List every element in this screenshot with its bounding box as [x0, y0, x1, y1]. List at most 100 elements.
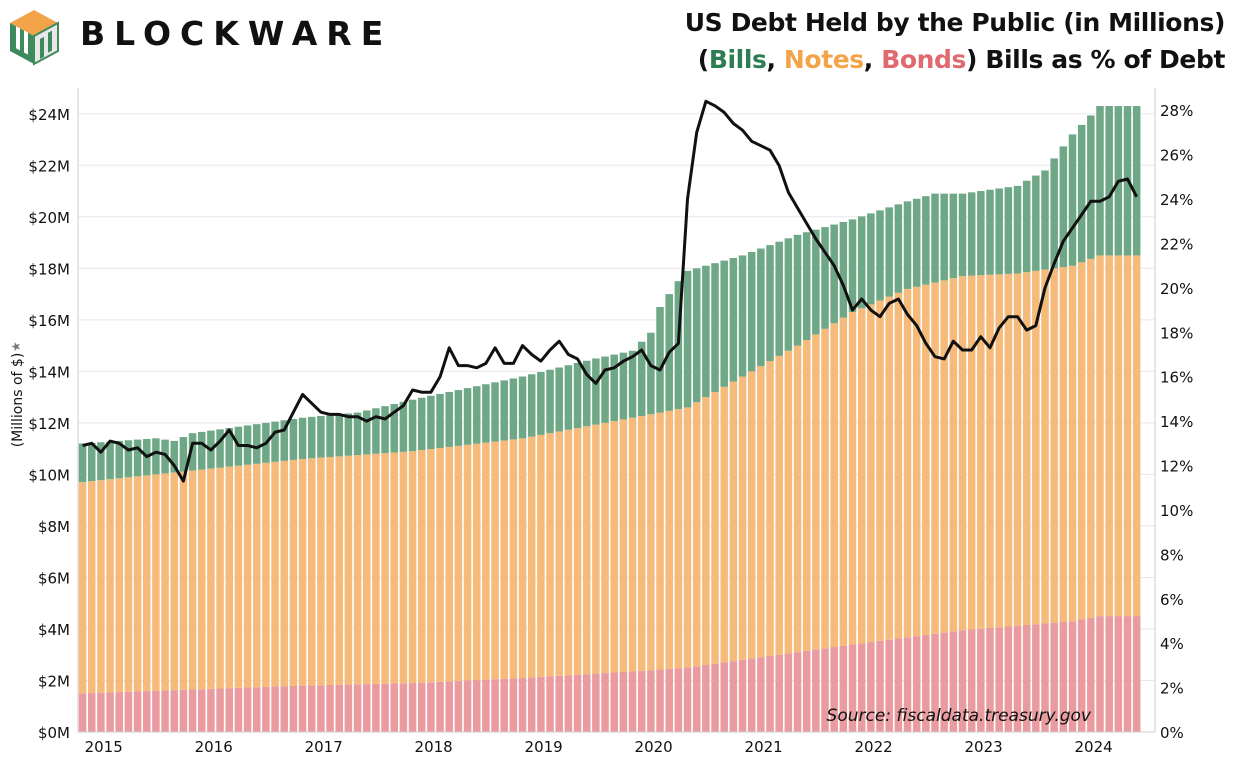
bar-bills — [582, 360, 591, 427]
bar-bills — [97, 442, 105, 481]
bar-bonds — [491, 679, 499, 732]
bar-notes — [995, 274, 1003, 628]
bar-bills — [784, 238, 793, 351]
bar-bonds — [848, 644, 857, 732]
bar-notes — [601, 422, 609, 674]
bar-bills — [537, 372, 545, 435]
bar-bills — [500, 380, 508, 441]
bar-notes — [1096, 255, 1104, 617]
bar-bonds — [637, 670, 646, 732]
bar-notes — [940, 280, 948, 633]
bar-notes — [592, 424, 600, 674]
y2-tick-label: 4% — [1160, 635, 1184, 653]
chart-subtitle: (Bills, Notes, Bonds) Bills as % of Debt — [698, 45, 1226, 74]
bar-bonds — [142, 691, 151, 732]
bar-bonds — [197, 689, 206, 732]
bar-notes — [445, 446, 453, 682]
bar-bonds — [757, 657, 765, 732]
bar-notes — [335, 456, 343, 685]
bar-notes — [124, 477, 133, 692]
bar-bonds — [793, 652, 802, 732]
bar-bonds — [78, 693, 87, 732]
bar-bills — [922, 196, 930, 285]
bar-notes — [821, 328, 829, 649]
bills-pct-line — [82, 99, 1139, 483]
bar-bonds — [986, 627, 994, 732]
bar-bonds — [940, 632, 948, 732]
pin-icon: ★ — [9, 341, 23, 352]
bar-notes — [848, 312, 857, 645]
bar-bills — [977, 191, 985, 276]
chart-title: US Debt Held by the Public (in Millions) — [684, 8, 1226, 37]
bar-notes — [720, 386, 728, 663]
y2-tick-label: 22% — [1160, 235, 1193, 253]
bar-bills — [188, 433, 197, 471]
bar-bonds — [729, 661, 738, 732]
bar-bonds — [500, 678, 508, 732]
bar-bonds — [427, 682, 435, 732]
bar-bonds — [179, 689, 188, 732]
bar-bills — [408, 399, 417, 452]
bar-notes — [1077, 262, 1086, 620]
y-tick-label: $10M — [28, 466, 70, 484]
bar-bills — [958, 193, 967, 277]
bar-notes — [152, 474, 160, 691]
bar-bills — [509, 378, 518, 440]
x-tick-label: 2016 — [195, 738, 233, 756]
bar-bonds — [1068, 621, 1077, 732]
bar-bonds — [692, 666, 701, 732]
bar-notes — [546, 433, 554, 677]
bar-bonds — [747, 658, 756, 732]
bar-bonds — [857, 643, 866, 732]
bar-notes — [876, 300, 884, 641]
bar-bonds — [216, 688, 224, 732]
bar-notes — [252, 463, 261, 688]
bar-bonds — [482, 679, 490, 732]
bar-bonds — [381, 683, 389, 732]
bar-bonds — [271, 686, 279, 732]
bar-notes — [1004, 273, 1013, 627]
bar-bills — [729, 258, 738, 382]
bar-notes — [656, 412, 664, 670]
bar-notes — [362, 454, 371, 685]
bar-bills — [362, 410, 371, 455]
bar-bonds — [509, 678, 518, 732]
bar-notes — [802, 340, 811, 651]
bar-bonds — [408, 683, 417, 732]
x-tick-label: 2019 — [525, 738, 563, 756]
bar-notes — [216, 467, 224, 689]
bar-notes — [619, 419, 628, 673]
bar-notes — [582, 426, 591, 675]
bar-bonds — [326, 684, 334, 732]
x-tick-label: 2021 — [745, 738, 783, 756]
bar-notes — [766, 361, 774, 657]
bar-notes — [436, 447, 444, 682]
bar-notes — [674, 409, 683, 669]
bar-notes — [573, 428, 582, 675]
bar-bills — [683, 270, 692, 408]
bar-bills — [1068, 134, 1077, 266]
bar-bonds — [1114, 616, 1123, 732]
bar-bonds — [922, 634, 930, 732]
bar-bills — [317, 416, 325, 458]
bar-bonds — [894, 638, 903, 732]
bar-bills — [381, 406, 389, 454]
bar-notes — [967, 275, 976, 630]
axes: $0M $2M $4M $6M $8M $10M $12M $14M $16M $18M $20M $… — [9, 88, 1193, 756]
bar-bonds — [766, 656, 774, 732]
bar-bonds — [527, 677, 536, 732]
bar-notes — [463, 444, 472, 681]
bar-bills — [592, 358, 600, 425]
bar-notes — [885, 296, 893, 640]
bar-bills — [1032, 175, 1040, 271]
bar-notes — [1041, 269, 1049, 624]
bar-notes — [711, 391, 719, 664]
bar-notes — [225, 466, 233, 689]
bar-bonds — [656, 669, 664, 732]
y2-tick-label: 10% — [1160, 502, 1193, 520]
bar-notes — [97, 480, 105, 693]
bar-notes — [1123, 255, 1132, 617]
bar-bills — [463, 388, 472, 445]
bar-bonds — [124, 691, 133, 732]
